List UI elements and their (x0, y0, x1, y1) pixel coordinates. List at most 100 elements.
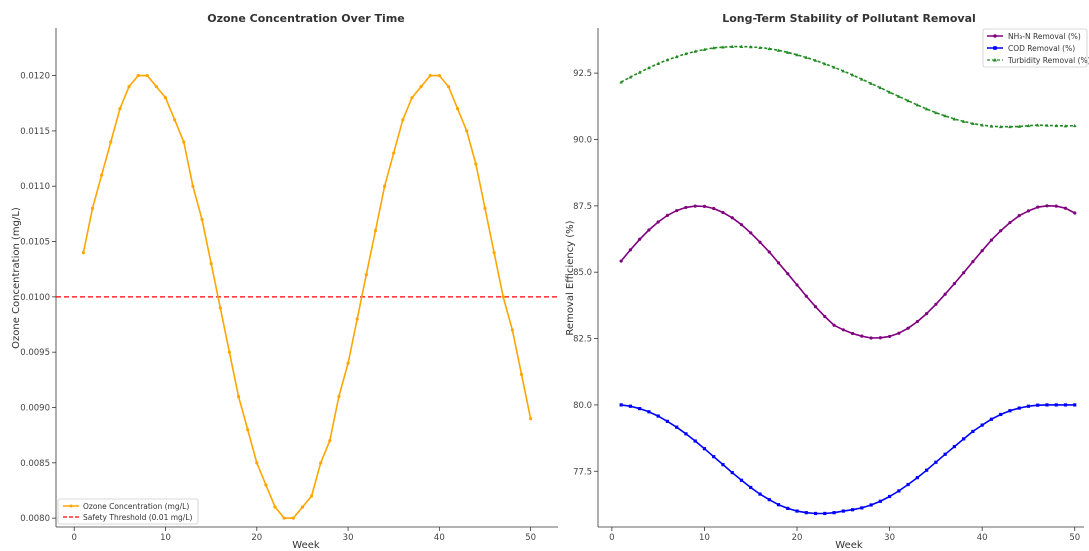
removal-series-1-point (934, 460, 938, 464)
ozone-series-0-point (127, 85, 131, 89)
removal-series-0-point (702, 204, 707, 208)
ozone-series-0-point (328, 439, 332, 443)
removal-series-0-point (1063, 206, 1068, 210)
ozone-series-0-point (282, 516, 286, 520)
removal-series-0-point (721, 210, 725, 215)
removal-series-0-point (943, 292, 947, 296)
removal-series-0-point (628, 248, 633, 252)
ozone-series-0-point (309, 494, 314, 498)
ozone-x-tick-label: 50 (525, 533, 536, 543)
removal-series-1-point (795, 509, 799, 513)
removal-series-0-point (888, 334, 892, 339)
ozone-y-tick-label: 0.0080 (20, 514, 50, 524)
removal-series-1-point (786, 506, 790, 511)
removal-series-0-point (712, 206, 716, 211)
removal-series-2-point (989, 124, 994, 128)
ozone-series-0-point (182, 140, 186, 144)
ozone-y-tick-label: 0.0090 (20, 404, 50, 414)
ozone-series-0-point (446, 85, 451, 89)
removal-series-1-point (1063, 403, 1068, 407)
removal-series-1-point (999, 412, 1003, 417)
removal-series-1-point (869, 503, 873, 507)
removal-x-ticks: 0 10 20 30 40 50 (609, 527, 1080, 543)
ozone-series-0-point (173, 118, 177, 122)
removal-series-1-point (860, 506, 864, 510)
ozone-x-tick-label: 0 (72, 533, 77, 543)
ozone-x-tick-label: 10 (160, 533, 171, 543)
removal-series-1-point (619, 403, 623, 407)
removal-series-2-point (656, 61, 660, 65)
ozone-x-tick-label: 30 (343, 533, 354, 543)
removal-series-0-point (776, 261, 781, 265)
ozone-y-tick-label: 0.0085 (20, 459, 50, 469)
removal-series-0-point (730, 216, 734, 220)
ozone-series-0-point (364, 273, 368, 277)
removal-series-layer (619, 44, 1077, 516)
removal-series-2-point (952, 117, 957, 121)
removal-y-tick-label: 90.0 (573, 135, 592, 145)
removal-series-0-point (693, 204, 697, 208)
removal-series-0-point (1054, 204, 1058, 208)
removal-chart: Long-Term Stability of Pollutant Removal… (565, 12, 1089, 551)
removal-series-2-point (841, 69, 846, 73)
ozone-series-0-point (255, 461, 259, 465)
removal-series-1-point (980, 423, 984, 427)
removal-series-2-point (684, 51, 688, 56)
removal-series-1-point (712, 455, 716, 459)
removal-series-1-point (1036, 403, 1040, 407)
removal-series-1-point (989, 417, 994, 421)
removal-series-0-point (638, 237, 642, 241)
ozone-series-0-point (319, 461, 323, 465)
ozone-y-ticks: 0.0080 0.0085 0.0090 0.0095 0.0100 0.0105 0.01… (20, 72, 56, 524)
removal-series-0-point (925, 311, 929, 316)
removal-series-2-point (758, 45, 762, 50)
removal-series-0-point (915, 319, 919, 324)
ozone-series-0-point (465, 129, 469, 133)
ozone-y-tick-label: 0.0115 (20, 127, 50, 137)
removal-x-tick-label: 20 (792, 533, 803, 543)
removal-series-2-point (915, 103, 920, 107)
ozone-series-0-point (300, 505, 305, 509)
removal-legend-marker-turbidity (993, 58, 997, 62)
removal-series-1-point (684, 432, 688, 436)
ozone-series-0-point (529, 416, 533, 421)
removal-series-0-point (989, 238, 994, 242)
removal-series-1-point (952, 444, 956, 449)
ozone-series-0-point (200, 217, 204, 222)
removal-series-2-point (1035, 123, 1040, 127)
removal-series-0-point (841, 328, 845, 332)
removal-series-1-point (1073, 403, 1077, 407)
removal-series-0-point (656, 220, 660, 224)
ozone-series-0-point (109, 140, 113, 144)
ozone-series-0-point (401, 118, 405, 122)
removal-legend-label-nh3: NH₃-N Removal (%) (1008, 32, 1081, 41)
removal-series-0-point (813, 305, 818, 309)
removal-series-2-point (776, 48, 781, 52)
removal-series-1-point (739, 478, 744, 482)
removal-series-1-point (813, 511, 818, 516)
removal-y-ticks: 77.5 80.0 82.5 85.0 87.5 90.0 92.5 (573, 69, 598, 477)
removal-series-0-point (999, 229, 1003, 233)
removal-x-tick-label: 10 (699, 533, 710, 543)
ozone-x-axis-label: Week (292, 540, 320, 551)
ozone-series-0-point (392, 151, 396, 155)
ozone-y-axis-label: Ozone Concentration (mg/L) (11, 207, 22, 349)
ozone-legend: Ozone Concentration (mg/L) Safety Thresh… (57, 498, 199, 525)
removal-series-1-point (841, 509, 845, 513)
removal-series-0-point (962, 271, 966, 275)
ozone-series-0-point (218, 306, 222, 310)
removal-legend-box (982, 28, 1088, 68)
removal-series-0-point (739, 223, 744, 227)
removal-series-2-point (693, 49, 697, 53)
ozone-series-0-point (273, 505, 277, 509)
ozone-y-tick-label: 0.0120 (20, 72, 50, 82)
removal-series-2-point (1072, 123, 1077, 128)
removal-series-2-point (721, 45, 725, 49)
removal-series-2-point (647, 66, 651, 70)
ozone-series-layer (81, 73, 533, 520)
ozone-series-0-point (236, 394, 241, 399)
removal-y-tick-label: 85.0 (573, 268, 592, 278)
removal-series-0-point (749, 231, 753, 235)
ozone-series-0-point (373, 228, 378, 233)
removal-series-0-point (1036, 205, 1040, 209)
